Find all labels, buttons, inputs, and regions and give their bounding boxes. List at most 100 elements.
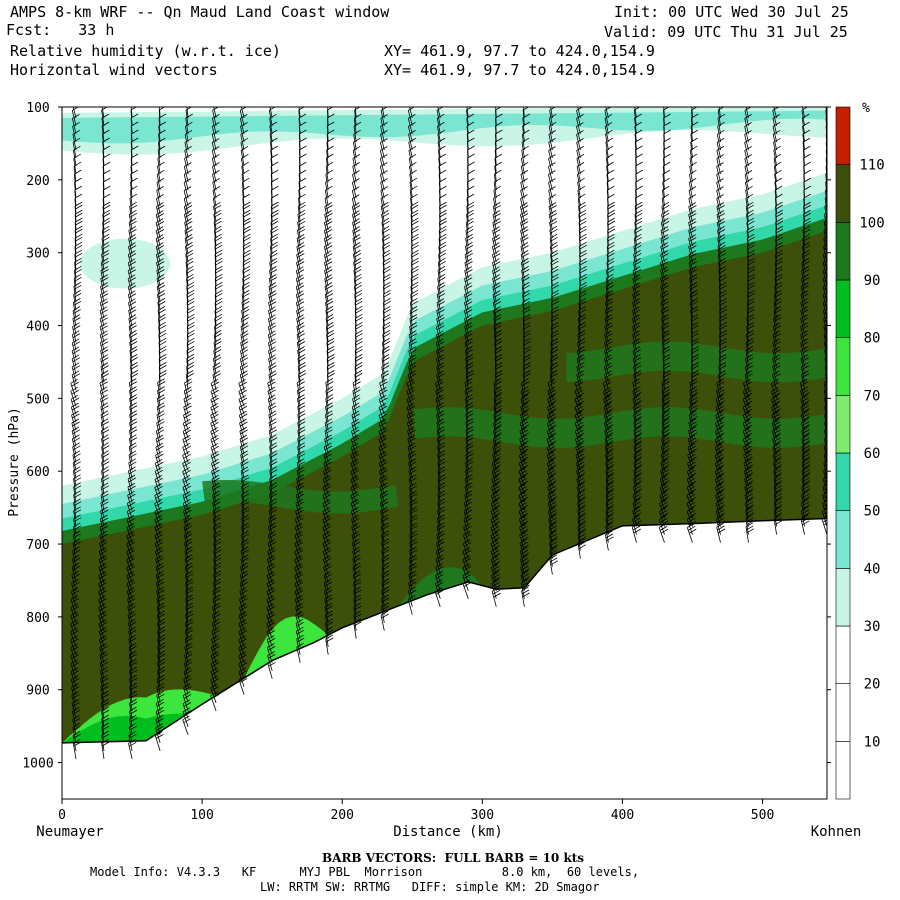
wind-barb <box>380 514 389 535</box>
wind-barb <box>379 378 388 399</box>
wind-barb <box>604 426 614 447</box>
wind-barb <box>184 554 193 575</box>
wind-barb <box>465 225 474 247</box>
wind-barb <box>715 506 725 527</box>
wind-barb <box>182 418 192 439</box>
wind-barb <box>240 107 245 118</box>
wind-barb <box>605 450 614 471</box>
wind-barb <box>547 490 557 511</box>
wind-barb <box>130 169 138 191</box>
wind-barb <box>130 177 138 199</box>
wind-barb <box>715 394 725 415</box>
wind-barb <box>212 602 221 623</box>
wind-barb <box>380 178 388 199</box>
wind-barb <box>127 250 137 271</box>
wind-barb <box>128 298 137 319</box>
wind-barb <box>744 122 752 143</box>
wind-barb <box>322 507 331 527</box>
wind-barb <box>157 378 166 399</box>
wind-barb <box>465 410 474 431</box>
wind-barb <box>660 234 669 255</box>
wind-barb <box>71 418 80 439</box>
wind-barb <box>491 563 501 583</box>
wind-barb <box>800 306 809 327</box>
wind-barb <box>380 130 388 151</box>
wind-barb <box>70 675 80 695</box>
wind-barb <box>744 490 754 511</box>
wind-barb <box>406 394 416 415</box>
wind-barb <box>605 137 613 159</box>
wind-barb <box>350 467 359 487</box>
wind-barb <box>266 627 276 647</box>
wind-barb <box>155 426 165 447</box>
wind-barb <box>437 266 446 287</box>
wind-barb <box>240 570 249 591</box>
wind-barb <box>211 618 221 639</box>
wind-barb <box>70 595 80 615</box>
wind-barb <box>157 386 166 407</box>
wind-barb <box>351 522 360 543</box>
wind-barb <box>521 153 529 175</box>
wind-barb <box>491 474 501 495</box>
wind-barb <box>604 354 613 375</box>
wind-barb <box>546 435 557 455</box>
wind-barb <box>322 515 331 535</box>
wind-barb <box>633 362 642 383</box>
wind-barb <box>71 706 81 727</box>
wind-barb <box>437 474 446 495</box>
wind-barb <box>548 178 556 199</box>
wind-barb <box>99 298 109 319</box>
wind-barb <box>352 170 360 191</box>
wind-barb <box>73 290 82 311</box>
wind-barb <box>437 257 446 279</box>
wind-barb <box>687 458 697 479</box>
wind-barb <box>661 322 670 343</box>
wind-barb <box>410 297 418 319</box>
wind-barb <box>407 426 416 447</box>
wind-barb <box>633 370 642 391</box>
wind-barb <box>717 234 726 255</box>
wind-barb <box>294 547 303 567</box>
wind-barb <box>100 498 109 519</box>
wind-barb <box>686 475 697 495</box>
wind-barb <box>128 714 137 735</box>
wind-barb <box>70 651 79 671</box>
wind-barb <box>492 242 501 263</box>
wind-barb <box>689 282 698 303</box>
wind-barb <box>774 281 783 303</box>
wind-barb <box>686 523 697 543</box>
wind-barb <box>213 107 217 118</box>
wind-barb <box>409 482 418 503</box>
wind-barb <box>381 346 390 367</box>
wind-barb <box>100 402 109 423</box>
wind-barb <box>716 129 725 151</box>
wind-barb <box>157 642 166 663</box>
wind-barb <box>71 562 80 583</box>
wind-barb <box>211 643 220 663</box>
wind-barb <box>773 474 783 495</box>
wind-barb <box>322 474 332 495</box>
wind-barb <box>295 626 305 647</box>
wind-barb <box>575 450 585 471</box>
wind-barb <box>296 378 305 399</box>
wind-barb <box>605 290 614 311</box>
wind-barb <box>716 194 724 215</box>
wind-barb <box>491 482 501 503</box>
wind-barb <box>351 186 360 207</box>
wind-barb <box>688 218 697 239</box>
colorbar-label: 70 <box>864 388 881 404</box>
wind-barb <box>661 426 670 447</box>
wind-barb <box>70 619 79 639</box>
wind-barb <box>157 618 166 639</box>
wind-barb <box>182 426 192 447</box>
wind-barb <box>295 298 305 319</box>
wind-barb <box>660 290 669 311</box>
wind-barb <box>241 522 250 543</box>
wind-barb <box>378 427 387 447</box>
wind-barb <box>182 691 192 712</box>
wind-barb <box>211 626 220 647</box>
wind-barb <box>184 650 193 671</box>
wind-barb <box>183 202 193 223</box>
wind-barb <box>295 498 304 519</box>
wind-barb <box>772 370 781 391</box>
